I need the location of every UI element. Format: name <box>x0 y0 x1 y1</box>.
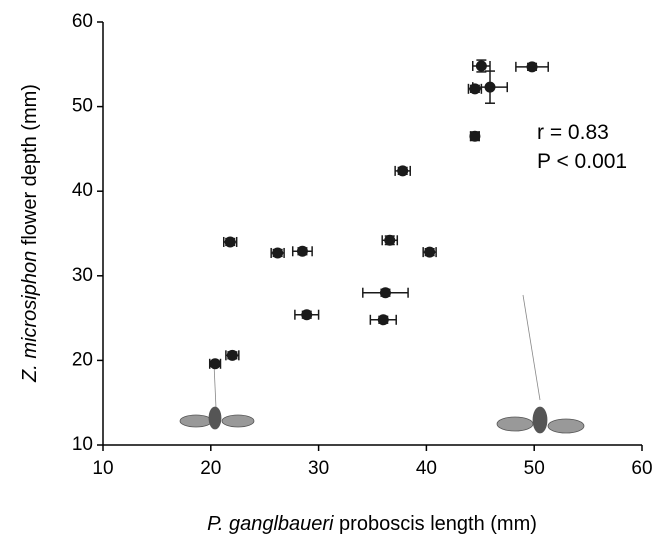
x-axis-label-text: proboscis length (mm) <box>334 513 537 535</box>
y-axis-label-italic: Z. microsiphon <box>19 251 41 383</box>
point <box>224 236 236 248</box>
point <box>526 61 538 73</box>
x-tick-label: 50 <box>524 458 545 479</box>
x-tick-label: 60 <box>631 458 652 479</box>
point <box>226 349 238 361</box>
annotation: P < 0.001 <box>537 150 627 173</box>
point <box>384 234 396 246</box>
point <box>379 287 391 299</box>
point <box>469 83 481 95</box>
x-axis-label-italic: P. ganglbaueri <box>207 513 334 535</box>
insect-left <box>179 363 255 430</box>
point <box>209 358 221 370</box>
point <box>296 245 308 257</box>
y-tick-label: 40 <box>72 180 93 201</box>
point <box>424 246 436 258</box>
y-tick-label: 30 <box>72 265 93 286</box>
x-tick-label: 20 <box>200 458 221 479</box>
y-axis-label-text: flower depth (mm) <box>19 84 41 251</box>
annotation: r = 0.83 <box>537 121 609 144</box>
point <box>475 60 487 72</box>
y-tick-label: 20 <box>72 349 93 370</box>
point <box>272 247 284 259</box>
y-tick-label: 10 <box>72 434 93 455</box>
insect-right <box>496 294 585 434</box>
y-tick-label: 60 <box>72 11 93 32</box>
x-tick-label: 40 <box>416 458 437 479</box>
x-axis-label: P. ganglbaueri proboscis length (mm) <box>207 513 537 535</box>
point <box>484 81 496 93</box>
y-axis-label: Z. microsiphon flower depth (mm) <box>19 84 41 383</box>
x-tick-label: 30 <box>308 458 329 479</box>
point <box>301 309 313 321</box>
y-tick-label: 50 <box>72 96 93 117</box>
point <box>377 314 389 326</box>
point <box>397 165 409 177</box>
point <box>469 130 481 142</box>
x-tick-label: 10 <box>92 458 113 479</box>
